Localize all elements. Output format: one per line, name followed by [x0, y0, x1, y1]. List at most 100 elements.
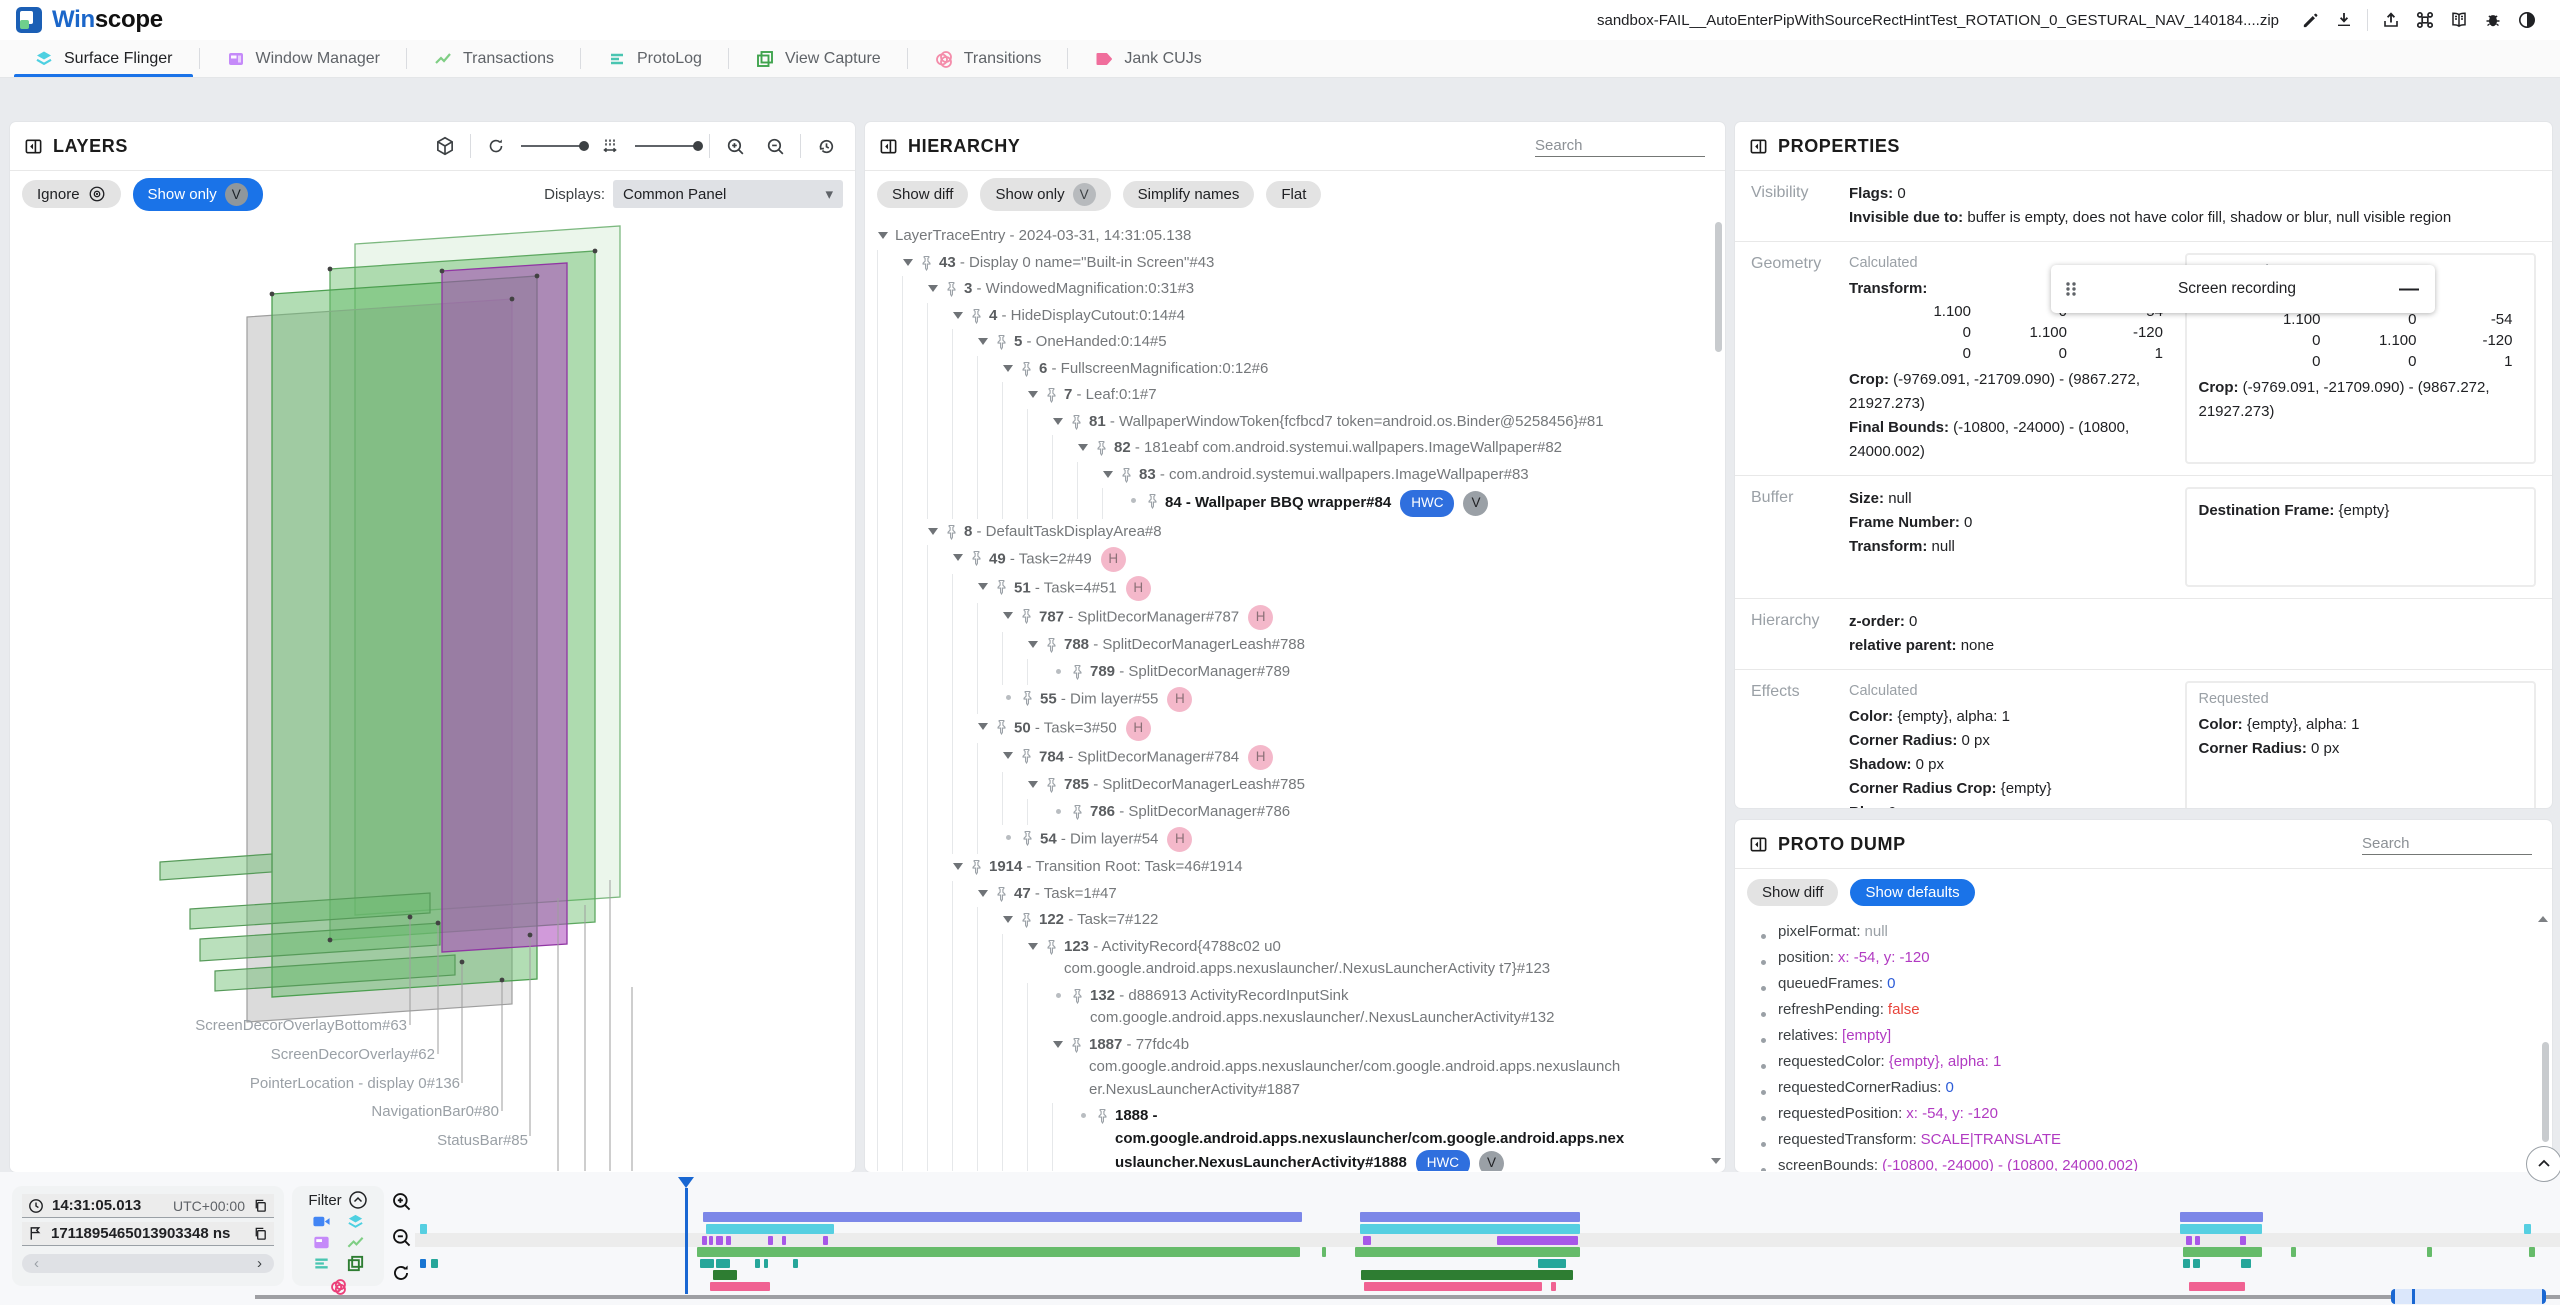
timeline-segment-view-capture[interactable] [764, 1258, 768, 1268]
expander-icon[interactable] [1028, 641, 1038, 648]
timeline-cursor[interactable] [685, 1188, 688, 1294]
expander-icon[interactable] [953, 311, 963, 319]
3d-view-icon[interactable] [430, 131, 460, 161]
timeline-segment-screen-recording[interactable] [1360, 1212, 1580, 1222]
expander-icon[interactable] [1003, 916, 1013, 923]
proto-row[interactable]: relatives: [empty] [1761, 1027, 2548, 1053]
screen-recording-window[interactable]: Screen recording — [2051, 265, 2435, 313]
expander-icon[interactable] [1028, 391, 1038, 398]
displays-select[interactable]: Common Panel ▾ [613, 180, 843, 208]
upload-icon[interactable] [2374, 5, 2408, 35]
expander-icon[interactable] [1078, 444, 1088, 451]
tab-window-manager[interactable]: Window Manager [200, 40, 407, 77]
tree-node[interactable]: 789 - SplitDecorManager#789 [865, 658, 1725, 685]
download-icon[interactable] [2327, 5, 2361, 35]
timeline-segment-surface-flinger[interactable] [1360, 1224, 1580, 1234]
tree-node[interactable]: 49 - Task=2#49 H [865, 545, 1725, 574]
timeline-segment-protolog[interactable] [2183, 1247, 2262, 1257]
timeline-segment-view-capture[interactable] [2193, 1258, 2200, 1268]
tree-node[interactable]: 7 - Leaf:0:1#7 [865, 382, 1725, 409]
timeline-segment-surface-flinger[interactable] [2524, 1224, 2531, 1234]
timeline-segment-transactions[interactable] [709, 1235, 713, 1245]
ignore-button[interactable]: Ignore [22, 180, 121, 208]
tree-node[interactable]: 788 - SplitDecorManagerLeash#788 [865, 632, 1725, 659]
timeline-segment-protolog[interactable] [2291, 1247, 2296, 1257]
expander-icon[interactable] [1053, 1040, 1063, 1048]
timeline-segment-view-capture[interactable] [700, 1258, 714, 1268]
tree-node[interactable]: 8 - DefaultTaskDisplayArea#8 [865, 518, 1725, 545]
timeline-segment-screen-recording[interactable] [2180, 1212, 2263, 1222]
collapse-panel-icon[interactable] [1749, 835, 1768, 854]
expander-icon[interactable] [1003, 752, 1013, 759]
zoom-out-icon[interactable] [760, 131, 790, 161]
bug-report-icon[interactable] [2476, 5, 2510, 35]
tab-transactions[interactable]: Transactions [407, 40, 580, 77]
tree-node[interactable]: 786 - SplitDecorManager#786 [865, 798, 1725, 825]
collapse-filter-icon[interactable] [348, 1190, 368, 1210]
tab-protolog[interactable]: ProtoLog [581, 40, 728, 77]
proto-row[interactable]: requestedColor: {empty}, alpha: 1 [1761, 1053, 2548, 1079]
timeline-zoom-in-icon[interactable] [388, 1188, 414, 1214]
proto-row[interactable]: queuedFrames: 0 [1761, 975, 2548, 1001]
proto-row[interactable]: refreshPending: false [1761, 1001, 2548, 1027]
timeline-segment-transactions[interactable] [726, 1235, 731, 1245]
spacing-slider[interactable] [635, 141, 703, 151]
transitions-trace-icon[interactable] [329, 1277, 348, 1296]
expander-icon[interactable] [1028, 942, 1038, 950]
timeline-segment-transactions[interactable] [716, 1235, 723, 1245]
expander-icon[interactable] [1003, 364, 1013, 372]
ns-time-field[interactable]: 1711895465013903348 ns [22, 1222, 274, 1246]
tree-node[interactable]: LayerTraceEntry - 2024-03-31, 14:31:05.1… [865, 223, 1725, 250]
timeline-segment-view-capture[interactable] [2183, 1258, 2190, 1268]
expander-icon[interactable] [978, 889, 988, 897]
timeline-segment-protolog[interactable] [2529, 1247, 2535, 1257]
proto-row[interactable]: requestedTransform: SCALE|TRANSLATE [1761, 1131, 2548, 1157]
timeline-segment-view-capture[interactable] [793, 1258, 798, 1268]
timeline-segment-transactions[interactable] [2195, 1235, 2200, 1245]
tree-node[interactable]: 1887 - 77fdc4b com.google.android.apps.n… [865, 1031, 1725, 1103]
human-time-field[interactable]: 14:31:05.013 UTC+00:00 [22, 1194, 274, 1218]
expander-icon[interactable] [928, 285, 938, 292]
scroll-to-top-button[interactable] [2526, 1146, 2560, 1182]
timeline-segment-protolog[interactable] [1355, 1247, 1580, 1257]
timeline-zoom-selection[interactable] [2391, 1289, 2546, 1304]
tree-node[interactable]: 784 - SplitDecorManager#784 H [865, 743, 1725, 772]
copy-icon[interactable] [253, 1226, 268, 1241]
timeline-segment-transactions[interactable] [1363, 1235, 1371, 1245]
timeline-segment-transactions[interactable] [823, 1235, 828, 1245]
view-capture-trace-icon[interactable] [346, 1254, 365, 1273]
documentation-icon[interactable] [2442, 5, 2476, 35]
surface-flinger-trace-icon[interactable] [346, 1212, 365, 1231]
timeline-cursor-handle[interactable] [678, 1177, 694, 1188]
tree-node[interactable]: 1914 - Transition Root: Task=46#1914 [865, 854, 1725, 881]
scroll-up-arrow[interactable] [2538, 916, 2548, 922]
show-diff-button[interactable]: Show diff [877, 180, 969, 208]
expander-icon[interactable] [903, 258, 913, 266]
tree-node[interactable]: 47 - Task=1#47 [865, 880, 1725, 907]
tree-node[interactable]: 82 - 181eabf com.android.systemui.wallpa… [865, 435, 1725, 462]
tree-node[interactable]: 4 - HideDisplayCutout:0:14#4 [865, 302, 1725, 329]
show-only-visible-button[interactable]: Show only V [132, 177, 263, 211]
collapse-panel-icon[interactable] [1749, 137, 1768, 156]
tab-surface-flinger[interactable]: Surface Flinger [8, 40, 199, 77]
transactions-trace-icon[interactable] [346, 1233, 365, 1252]
tree-node[interactable]: 50 - Task=3#50 H [865, 714, 1725, 743]
scroll-down-arrow[interactable] [1711, 1158, 1721, 1164]
tree-node[interactable]: 6 - FullscreenMagnification:0:12#6 [865, 355, 1725, 382]
drag-handle-icon[interactable] [2063, 280, 2079, 298]
proto-row[interactable]: position: x: -54, y: -120 [1761, 949, 2548, 975]
expander-icon[interactable] [953, 554, 963, 561]
tree-node[interactable]: 84 - Wallpaper BBQ wrapper#84 HWC V [865, 488, 1725, 519]
show-defaults-button[interactable]: Show defaults [1850, 878, 1975, 906]
timeline-segment-ime[interactable] [1361, 1270, 1573, 1280]
tree-node[interactable]: 122 - Task=7#122 [865, 907, 1725, 934]
expander-icon[interactable] [1028, 781, 1038, 788]
timeline-segment-transactions[interactable] [2240, 1235, 2246, 1245]
timeline-segment-screen-recording[interactable] [703, 1212, 1302, 1222]
proto-scrollbar[interactable] [2542, 1042, 2549, 1142]
timeline-segment-transactions[interactable] [702, 1235, 707, 1245]
timeline-segment-surface-flinger[interactable] [2180, 1224, 2262, 1234]
tree-node[interactable]: 51 - Task=4#51 H [865, 574, 1725, 603]
tree-node[interactable]: 123 - ActivityRecord{4788c02 u0 com.goog… [865, 933, 1725, 983]
tab-view-capture[interactable]: View Capture [729, 40, 907, 77]
